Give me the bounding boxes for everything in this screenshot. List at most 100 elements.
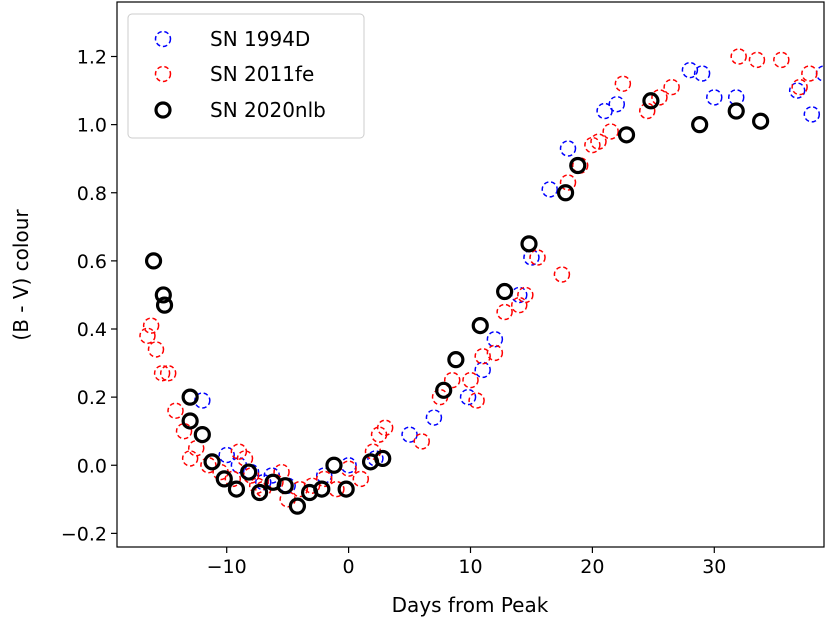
y-tick-label: 0.4: [77, 319, 107, 341]
point-sn1994d: [474, 361, 491, 379]
point-sn2020nlb: [569, 156, 587, 175]
point-sn2011fe: [614, 75, 632, 92]
point-sn2011fe: [200, 457, 217, 474]
point-sn2011fe: [559, 174, 577, 191]
point-sn2011fe: [748, 51, 766, 69]
point-sn1994d: [401, 426, 418, 443]
point-sn2011fe: [187, 439, 205, 457]
point-sn2011fe: [340, 460, 357, 477]
point-sn2011fe: [230, 443, 248, 460]
point-sn2011fe: [584, 136, 601, 154]
y-axis-label: (B - V) colour: [9, 209, 33, 341]
point-sn2011fe: [496, 303, 513, 321]
x-axis-label: Days from Peak: [392, 593, 549, 617]
point-sn2020nlb: [337, 480, 355, 498]
point-sn2020nlb: [313, 480, 331, 498]
point-sn1994d: [706, 89, 723, 106]
point-sn2011fe: [773, 51, 790, 69]
point-sn2020nlb: [520, 235, 538, 253]
point-sn2020nlb: [203, 453, 221, 471]
point-sn2020nlb: [556, 184, 575, 202]
point-sn1994d: [340, 457, 357, 474]
point-sn2011fe: [553, 266, 571, 283]
point-sn1994d: [541, 181, 558, 198]
point-sn2011fe: [468, 392, 485, 409]
point-sn2011fe: [142, 317, 160, 334]
point-sn2011fe: [639, 102, 656, 120]
point-sn1994d: [459, 388, 477, 406]
point-sn2020nlb: [144, 252, 163, 270]
point-sn2020nlb: [251, 483, 269, 502]
point-sn2020nlb: [193, 425, 211, 444]
point-sn2020nlb: [288, 497, 307, 515]
legend-label-sn1994d: SN 1994D: [210, 27, 310, 51]
point-sn1994d: [486, 330, 504, 348]
y-tick-label: 1.0: [77, 115, 107, 137]
point-sn1994d: [559, 140, 577, 157]
x-tick-label: 30: [702, 556, 726, 578]
y-tick-label: 0.6: [77, 251, 107, 273]
point-sn2011fe: [517, 286, 534, 304]
legend-marker-sn2011fe: [154, 65, 172, 83]
point-sn2011fe: [139, 327, 156, 345]
y-tick-label: 0.2: [77, 387, 107, 409]
point-sn2011fe: [474, 348, 491, 365]
x-axis: −10 0 10 20 30: [207, 547, 726, 578]
point-sn2020nlb: [435, 381, 453, 399]
point-sn2011fe: [511, 296, 528, 314]
point-sn1994d: [788, 82, 806, 99]
y-tick-label: 0.0: [77, 455, 107, 477]
x-tick-label: 20: [580, 556, 604, 578]
point-sn2020nlb: [325, 456, 343, 474]
y-tick-label: −0.2: [61, 523, 107, 545]
legend-marker-sn1994d: [154, 30, 172, 48]
legend: SN 1994D SN 2011fe SN 2020nlb: [127, 13, 365, 139]
y-axis: −0.2 0.0 0.2 0.4 0.6 0.8 1.0 1.2: [61, 47, 117, 545]
point-sn1994d: [608, 95, 626, 113]
point-sn2020nlb: [642, 92, 660, 110]
point-sn2020nlb: [752, 112, 770, 130]
point-sn1994d: [815, 65, 824, 82]
legend-item-sn2011fe: SN 2011fe: [154, 62, 314, 86]
point-sn2020nlb: [181, 388, 199, 406]
point-sn2011fe: [370, 426, 388, 443]
point-sn2011fe: [590, 133, 607, 150]
point-sn2011fe: [730, 48, 747, 65]
point-sn2011fe: [462, 371, 479, 389]
x-tick-label: −10: [207, 556, 247, 578]
point-sn2011fe: [147, 341, 165, 358]
point-sn2020nlb: [227, 480, 246, 498]
point-sn1994d: [425, 409, 443, 426]
point-sn1994d: [596, 102, 613, 120]
point-sn2020nlb: [215, 470, 233, 488]
point-sn2011fe: [159, 365, 177, 382]
point-sn2011fe: [791, 78, 808, 96]
point-sn2011fe: [413, 433, 430, 450]
point-sn2011fe: [801, 65, 818, 82]
point-sn2011fe: [663, 78, 680, 96]
point-sn2020nlb: [617, 126, 636, 144]
legend-label-sn2020nlb: SN 2020nlb: [210, 98, 326, 122]
point-sn1994d: [218, 446, 235, 464]
point-sn2011fe: [376, 419, 394, 437]
point-sn2020nlb: [276, 477, 294, 495]
point-sn2020nlb: [154, 286, 172, 304]
point-sn2011fe: [224, 470, 242, 488]
point-sn2011fe: [181, 450, 199, 467]
legend-box: [127, 13, 365, 139]
point-sn1994d: [803, 106, 821, 123]
point-sn1994d: [693, 65, 711, 82]
point-sn1994d: [681, 61, 699, 79]
point-sn2020nlb: [181, 412, 199, 430]
point-sn2011fe: [602, 123, 619, 140]
point-sn2020nlb: [496, 282, 514, 301]
legend-item-sn2020nlb: SN 2020nlb: [154, 98, 326, 122]
point-sn2020nlb: [240, 463, 258, 481]
point-sn2011fe: [153, 365, 171, 382]
point-sn2020nlb: [374, 449, 392, 468]
point-sn2020nlb: [155, 296, 174, 314]
point-sn2020nlb: [471, 316, 489, 335]
data-points: [139, 48, 824, 515]
y-tick-label: 0.8: [77, 183, 107, 205]
